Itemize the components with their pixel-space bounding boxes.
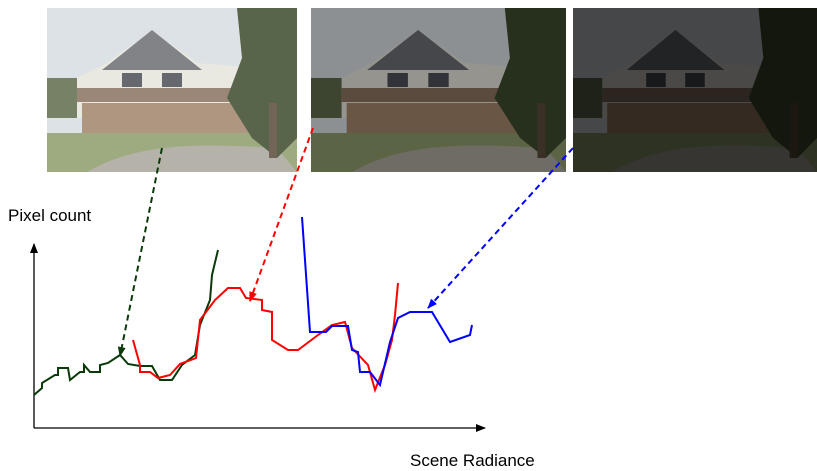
curve-bright <box>34 250 218 395</box>
x-axis-label: Scene Radiance <box>410 451 535 470</box>
photo-bright <box>47 8 297 172</box>
photo-dark <box>573 8 817 172</box>
pointer-bright <box>120 148 162 356</box>
diagram: Pixel count Scene Radiance <box>0 0 817 471</box>
y-axis-label: Pixel count <box>8 206 91 225</box>
photo-medium <box>311 8 566 172</box>
curve-medium <box>133 283 398 390</box>
